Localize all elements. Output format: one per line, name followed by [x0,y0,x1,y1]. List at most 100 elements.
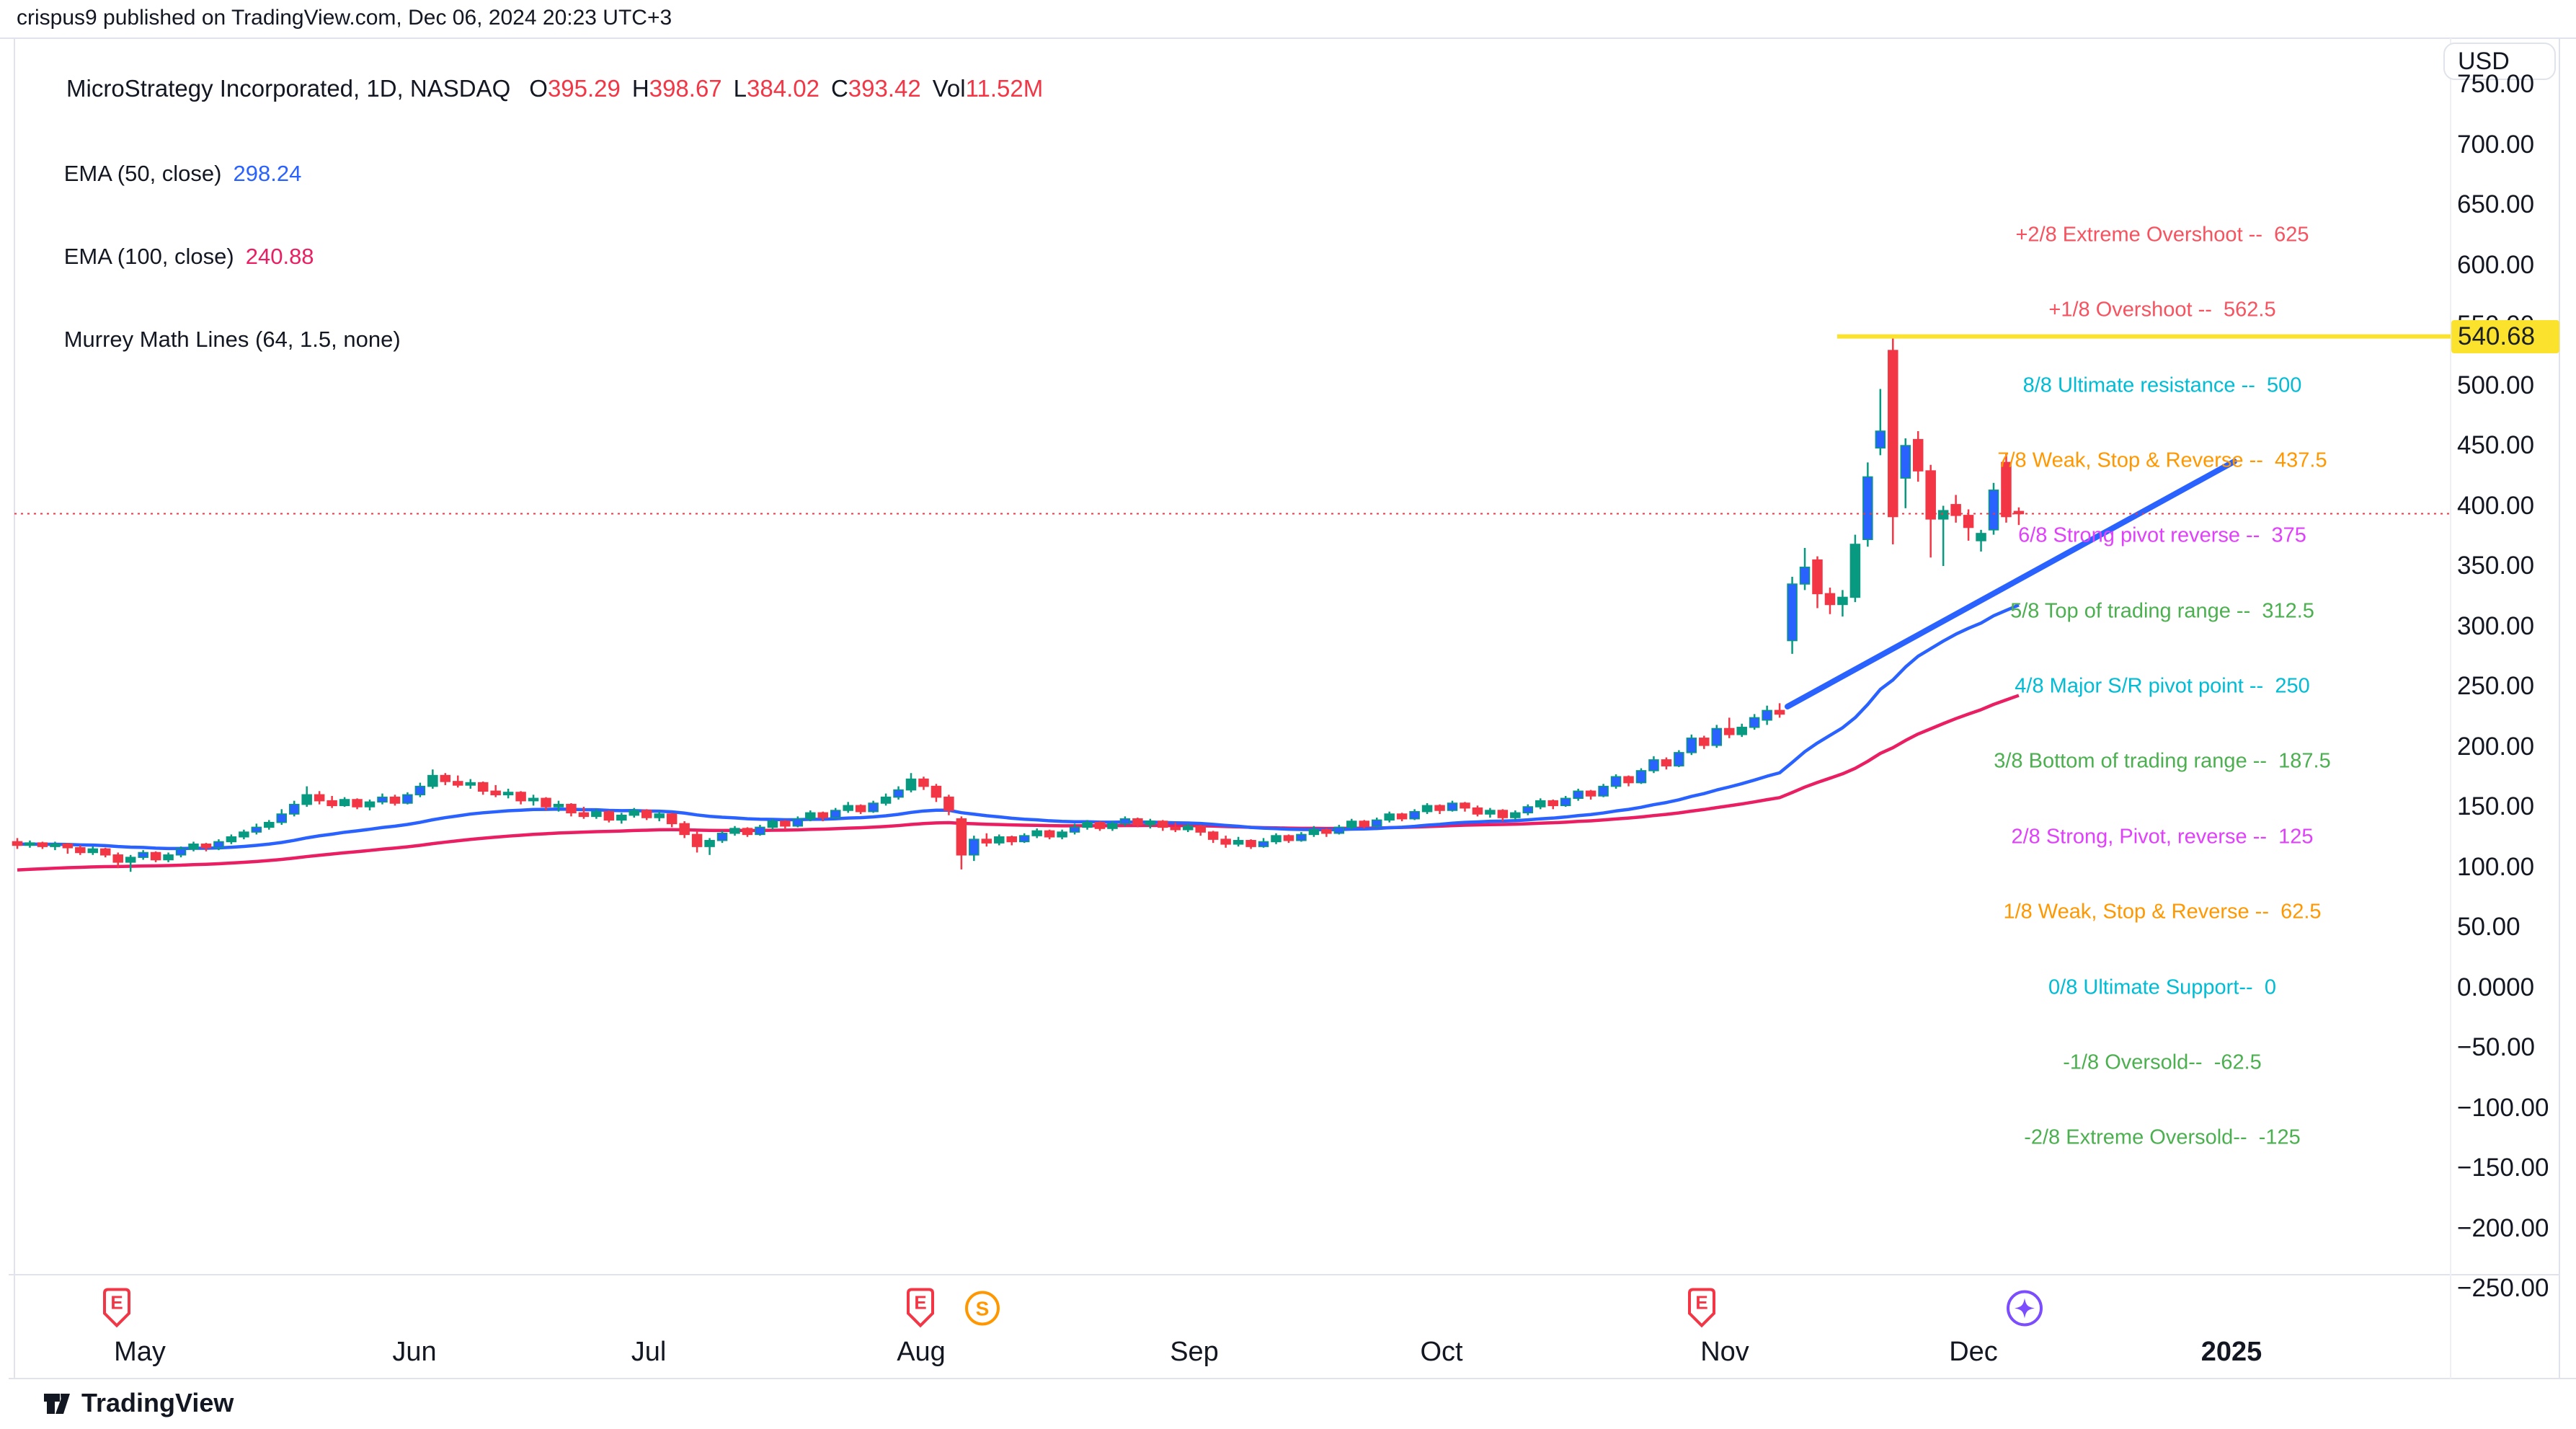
ema100-label: EMA (100, close) [63,244,234,269]
candle-body [629,810,640,816]
candle-body [528,797,539,802]
candle-body [75,847,86,854]
murrey-level-label-8: 2/8 Strong, Pivot, reverse -- 125 [2011,825,2314,849]
candle-body [37,842,48,847]
earnings-icon[interactable]: E [100,1288,133,1333]
candle-body [679,823,690,836]
price-tick-650: 650.00 [2457,190,2535,218]
candle-body [704,840,715,847]
candle-body [1812,559,1823,595]
legend-ema100-row[interactable]: EMA (100, close) 240.88 [27,218,1043,296]
candle-body [150,851,161,861]
murrey-level-label-5: 5/8 Top of trading range -- 312.5 [2010,599,2314,623]
candle-body [591,810,602,818]
candle-body [1762,709,1772,721]
candle-body [175,848,187,856]
svg-text:E: E [110,1292,123,1314]
candle-body [805,812,816,820]
candle-body [1900,445,1911,479]
candle-body [994,836,1005,844]
candle-body [1207,831,1219,840]
candle-body [200,844,212,849]
candle-body [1749,717,1760,728]
split-icon[interactable]: S [964,1290,1001,1331]
candle-body [62,844,74,849]
candle-body [1837,596,1848,606]
candle-body [1875,430,1886,449]
candle-body [465,782,476,786]
candle-body [1661,759,1672,766]
candle-body [1119,818,1131,825]
candle-body [716,832,728,841]
price-tick-350: 350.00 [2457,552,2535,580]
candle-body [1069,826,1080,833]
candle-body [239,831,249,838]
candle-body [1598,785,1609,797]
candle-body [1699,738,1710,746]
svg-text:E: E [1695,1292,1707,1314]
candle-body [755,826,765,836]
candle-body [1862,476,1873,541]
month-label-jul: Jul [631,1337,667,1367]
candle-body [427,774,438,787]
candle-body [213,841,224,849]
ema-line-ema-100[interactable] [17,694,2020,872]
candle-body [1195,825,1206,833]
murrey-level-label-9: 1/8 Weak, Stop & Reverse -- 62.5 [2003,900,2322,924]
ohlc-key-o: O [529,75,548,102]
currency-button[interactable]: USD [2443,43,2556,80]
candle-body [780,820,791,827]
candle-body [188,844,199,850]
chart-legend: MicroStrategy Incorporated, 1D, NASDAQ O3… [27,48,1044,384]
price-tick-400: 400.00 [2457,491,2535,520]
price-tick-250: 250.00 [2457,672,2535,700]
legend-murrey-row[interactable]: Murrey Math Lines (64, 1.5, none) [27,301,1043,379]
candle-body [1510,812,1521,818]
candle-body [339,799,350,807]
candle-body [138,851,148,858]
candle-body [616,814,627,821]
candle-body [541,797,551,808]
ema-line-ema-50[interactable] [17,603,2020,851]
time-axis[interactable] [14,1275,2451,1379]
murrey-level-label-7: 3/8 Bottom of trading range -- 187.5 [1994,749,2331,773]
candle-body [1573,790,1584,800]
currency-label: USD [2458,47,2510,75]
candle-body [1333,826,1345,834]
price-tick-750: 750.00 [2457,70,2535,98]
candle-body [1132,818,1143,826]
candle-body [553,803,564,808]
price-tick-500: 500.00 [2457,371,2535,399]
legend-ema50-row[interactable]: EMA (50, close) 298.24 [27,135,1043,213]
candle-body [515,792,526,802]
candle-body [1031,830,1042,836]
candle-body [1787,583,1798,642]
sparkle-event-icon[interactable] [2005,1289,2044,1332]
trendline-drawing[interactable] [1785,459,2237,709]
candle-body [1535,800,1546,808]
ohlc-key-vol: Vol [932,75,966,102]
candle-body [1396,813,1408,820]
svg-text:E: E [914,1292,926,1314]
candle-body [1018,835,1030,843]
candle-body [1888,350,1898,518]
price-tick-150: 150.00 [2457,792,2535,820]
symbol-title: MicroStrategy Incorporated, 1D, NASDAQ [66,75,511,102]
candle-body [1082,821,1093,828]
candle-body [1950,504,1961,516]
candle-body [1107,823,1118,829]
candle-body [1963,515,1974,528]
candle-body [1296,833,1307,841]
candle-body [918,778,929,787]
candle-body [1421,805,1433,813]
earnings-icon[interactable]: E [904,1288,937,1333]
candle-body [1460,802,1470,809]
price-tick--100: −100.00 [2457,1093,2549,1122]
tradingview-logo[interactable]: TradingView [41,1384,234,1422]
legend-symbol-row[interactable]: MicroStrategy Incorporated, 1D, NASDAQ O3… [27,48,1043,130]
candle-body [1006,836,1017,843]
price-tick--50: −50.00 [2457,1033,2536,1061]
published-attribution: crispus9 published on TradingView.com, D… [17,6,672,30]
earnings-icon[interactable]: E [1685,1288,1718,1333]
